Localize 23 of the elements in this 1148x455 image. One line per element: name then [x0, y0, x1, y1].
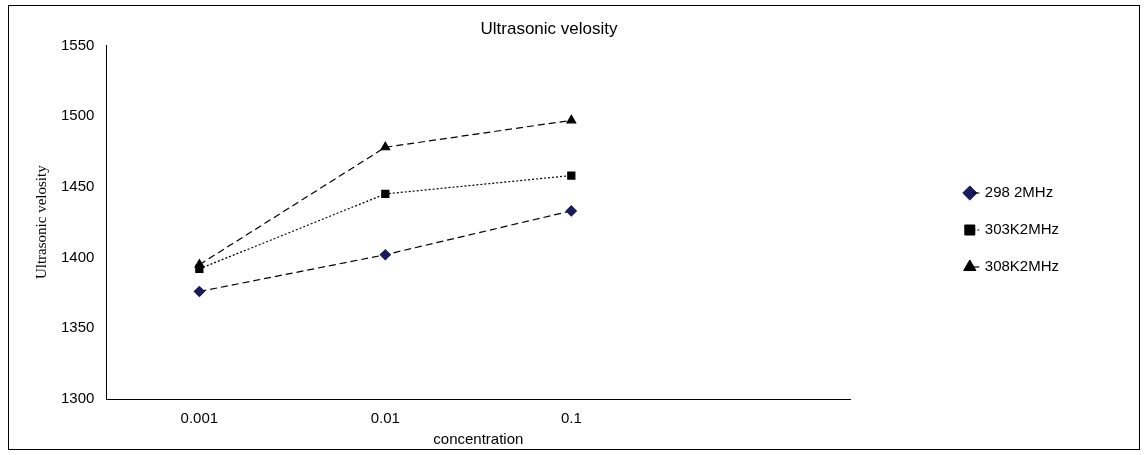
y-tick-label: 1300: [60, 389, 95, 407]
point: [380, 141, 391, 151]
point: [381, 189, 390, 199]
y-tick-label: 1550: [60, 35, 95, 53]
legend-label: 298 2MHz: [984, 183, 1054, 201]
legend-label: 308K2MHz: [984, 257, 1059, 275]
point: [565, 205, 577, 217]
point: [195, 264, 204, 274]
y-tick-label: 1500: [60, 106, 95, 124]
x-tick-label: 0.1: [560, 409, 582, 427]
y-axis-title: Ultrasonic velosity: [32, 164, 49, 280]
point: [379, 249, 391, 261]
x-tick-label: 0.01: [370, 409, 400, 427]
point: [567, 171, 576, 180]
x-tick-label: 0.001: [180, 409, 219, 427]
y-tick-label: 1450: [60, 176, 95, 194]
x-axis-title: concentration: [433, 430, 524, 448]
chart-title: Ultrasonic velosity: [480, 18, 618, 38]
y-tick-label: 1400: [60, 247, 95, 265]
point: [193, 285, 205, 298]
point: [566, 114, 577, 124]
y-tick-label: 1350: [60, 318, 95, 336]
legend-label: 303K2MHz: [984, 220, 1059, 238]
